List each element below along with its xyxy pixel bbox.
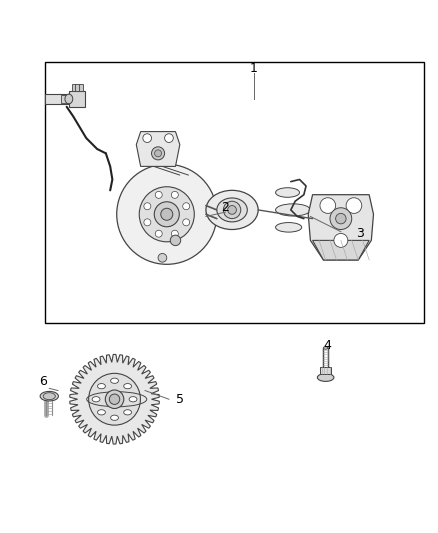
- Circle shape: [330, 208, 352, 230]
- Ellipse shape: [98, 410, 106, 415]
- Circle shape: [170, 235, 181, 246]
- Circle shape: [223, 201, 241, 219]
- Text: 5: 5: [176, 393, 184, 406]
- Circle shape: [105, 390, 124, 408]
- Circle shape: [155, 230, 162, 237]
- Circle shape: [154, 202, 179, 227]
- Ellipse shape: [206, 190, 258, 230]
- Circle shape: [183, 203, 190, 209]
- Bar: [69, 91, 85, 107]
- Ellipse shape: [124, 384, 131, 389]
- Ellipse shape: [276, 188, 300, 197]
- Circle shape: [139, 187, 194, 242]
- Circle shape: [183, 219, 190, 226]
- Ellipse shape: [111, 378, 118, 383]
- Bar: [75, 84, 80, 91]
- Circle shape: [346, 198, 362, 213]
- Ellipse shape: [43, 393, 55, 400]
- Polygon shape: [70, 354, 159, 444]
- Ellipse shape: [98, 384, 106, 389]
- Text: 1: 1: [250, 62, 258, 75]
- Circle shape: [336, 213, 346, 224]
- Circle shape: [152, 147, 165, 160]
- Polygon shape: [136, 132, 180, 166]
- Circle shape: [155, 191, 162, 198]
- Circle shape: [161, 208, 173, 220]
- Circle shape: [320, 198, 336, 213]
- Bar: [321, 367, 331, 374]
- Ellipse shape: [323, 346, 328, 349]
- Circle shape: [144, 203, 151, 209]
- Circle shape: [158, 254, 167, 262]
- Circle shape: [155, 150, 162, 157]
- Text: 6: 6: [39, 375, 47, 389]
- Bar: [72, 84, 76, 91]
- Ellipse shape: [124, 410, 131, 415]
- Ellipse shape: [40, 391, 58, 401]
- Bar: [45, 62, 424, 323]
- Circle shape: [143, 134, 152, 142]
- Circle shape: [117, 164, 217, 264]
- Ellipse shape: [276, 204, 311, 216]
- Circle shape: [144, 219, 151, 226]
- Ellipse shape: [217, 198, 247, 222]
- Polygon shape: [308, 195, 374, 260]
- Ellipse shape: [129, 397, 137, 402]
- Circle shape: [228, 206, 237, 214]
- Ellipse shape: [318, 374, 334, 382]
- Text: 3: 3: [357, 228, 364, 240]
- Circle shape: [110, 394, 120, 405]
- Ellipse shape: [92, 397, 100, 402]
- Ellipse shape: [276, 223, 302, 232]
- Ellipse shape: [65, 94, 73, 104]
- Text: 2: 2: [222, 201, 230, 214]
- Polygon shape: [313, 240, 369, 260]
- Bar: [45, 94, 69, 104]
- Circle shape: [171, 191, 178, 198]
- Bar: [79, 84, 83, 91]
- Text: 4: 4: [324, 339, 332, 352]
- Circle shape: [88, 373, 141, 425]
- Ellipse shape: [111, 415, 118, 421]
- Circle shape: [165, 134, 173, 142]
- Circle shape: [334, 233, 348, 247]
- Circle shape: [171, 230, 178, 237]
- Bar: [61, 94, 70, 103]
